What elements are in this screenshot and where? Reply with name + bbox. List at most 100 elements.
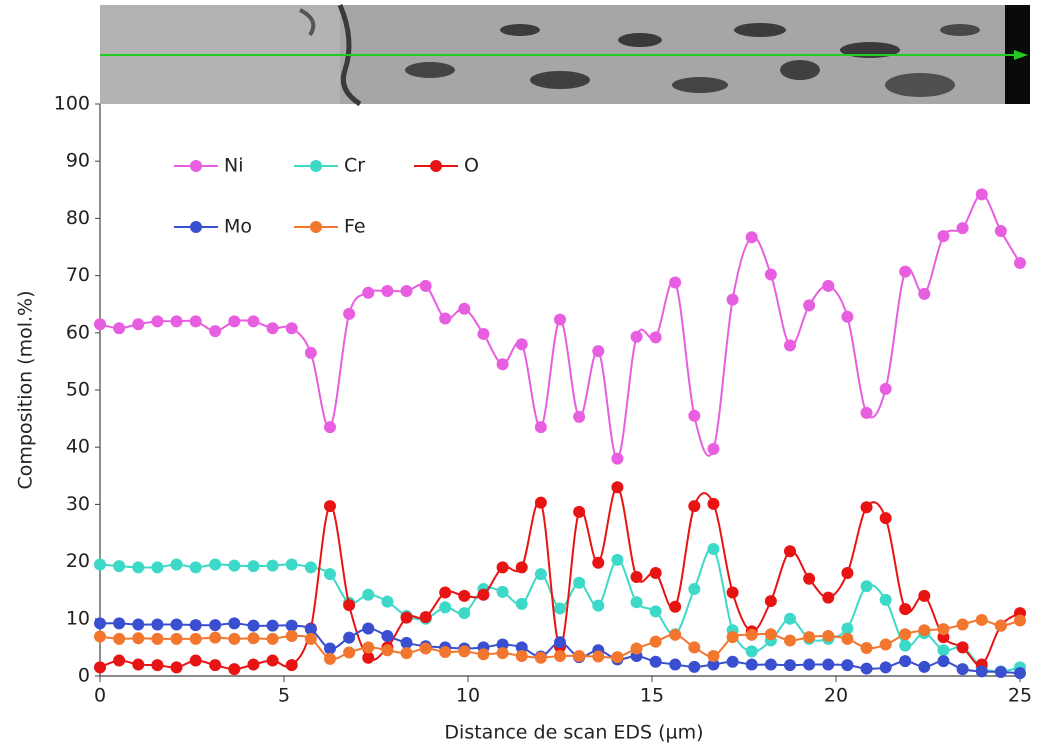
data-point [669, 658, 682, 671]
data-point [918, 660, 931, 673]
data-point [247, 619, 260, 632]
data-point [630, 330, 643, 343]
data-point [879, 661, 892, 674]
data-point [285, 659, 298, 672]
data-point [592, 650, 605, 663]
data-point [899, 265, 912, 278]
data-point [266, 322, 279, 335]
data-point [304, 632, 317, 645]
data-point [132, 618, 145, 631]
data-point [764, 658, 777, 671]
data-point [362, 588, 375, 601]
data-point [362, 622, 375, 635]
data-point [803, 658, 816, 671]
legend-marker [310, 160, 322, 172]
data-point [879, 638, 892, 651]
data-point [784, 659, 796, 672]
data-point [228, 617, 241, 630]
y-tick-label: 80 [66, 207, 90, 229]
data-point [707, 649, 720, 662]
legend-marker [310, 221, 322, 233]
data-point [324, 500, 336, 513]
data-point [669, 276, 682, 289]
data-point [937, 623, 950, 636]
data-point [209, 659, 222, 672]
legend-marker [190, 160, 202, 172]
data-point [899, 639, 912, 652]
data-point [439, 312, 452, 325]
data-point [803, 299, 816, 312]
data-point [860, 406, 873, 419]
data-point [439, 601, 452, 614]
data-point [803, 572, 816, 585]
data-point [228, 632, 241, 645]
data-point [362, 286, 375, 299]
data-point [94, 630, 106, 643]
y-tick-label: 100 [54, 93, 90, 115]
data-point [1014, 257, 1026, 270]
data-point [419, 611, 432, 624]
data-point [784, 545, 796, 558]
legend-label: Mo [224, 216, 252, 238]
data-point [745, 628, 758, 641]
data-point [994, 619, 1007, 632]
sem-image [100, 4, 1030, 107]
data-point [956, 618, 969, 631]
legend-label: Cr [344, 155, 365, 177]
data-point [822, 629, 835, 642]
data-point [554, 602, 566, 615]
y-tick-label: 70 [66, 264, 90, 286]
data-point [899, 628, 912, 641]
data-point [515, 597, 528, 610]
data-point [630, 596, 643, 609]
data-point [247, 658, 260, 671]
y-tick-label: 90 [66, 150, 90, 172]
y-tick-label: 10 [66, 607, 90, 629]
data-point [630, 642, 643, 655]
x-axis-label: Distance de scan EDS (µm) [444, 722, 703, 744]
data-point [1014, 614, 1026, 627]
data-point [496, 561, 509, 574]
data-point [975, 613, 988, 626]
data-point [458, 302, 471, 315]
data-point [726, 631, 739, 644]
legend-label: Fe [344, 216, 366, 238]
data-point [285, 558, 298, 571]
data-point [669, 628, 682, 641]
data-point [285, 322, 298, 335]
data-point [362, 651, 375, 664]
data-point [573, 505, 586, 518]
data-point [534, 568, 547, 581]
data-point [688, 660, 701, 673]
data-point [324, 568, 336, 581]
data-point [937, 655, 950, 668]
data-point [132, 658, 145, 671]
data-point [707, 543, 720, 556]
data-point [841, 659, 854, 672]
data-point [764, 595, 777, 608]
data-point [573, 649, 586, 662]
data-point [439, 586, 452, 599]
data-point [879, 512, 892, 525]
data-point [94, 558, 106, 571]
data-point [707, 497, 720, 510]
data-point [189, 632, 202, 645]
data-point [841, 310, 854, 323]
data-point [496, 647, 509, 660]
data-point [534, 421, 547, 434]
data-point [132, 318, 145, 331]
data-point [458, 589, 471, 602]
data-point [151, 315, 164, 328]
data-point [324, 642, 336, 655]
data-point [228, 559, 241, 572]
data-point [611, 452, 624, 465]
data-point [745, 231, 758, 244]
data-point [247, 632, 260, 645]
x-tick-label: 0 [94, 685, 106, 707]
data-point [611, 553, 624, 566]
data-point [458, 645, 471, 658]
data-point [343, 599, 356, 612]
data-point [151, 659, 164, 672]
data-point [228, 315, 241, 328]
y-tick-label: 40 [66, 436, 90, 458]
